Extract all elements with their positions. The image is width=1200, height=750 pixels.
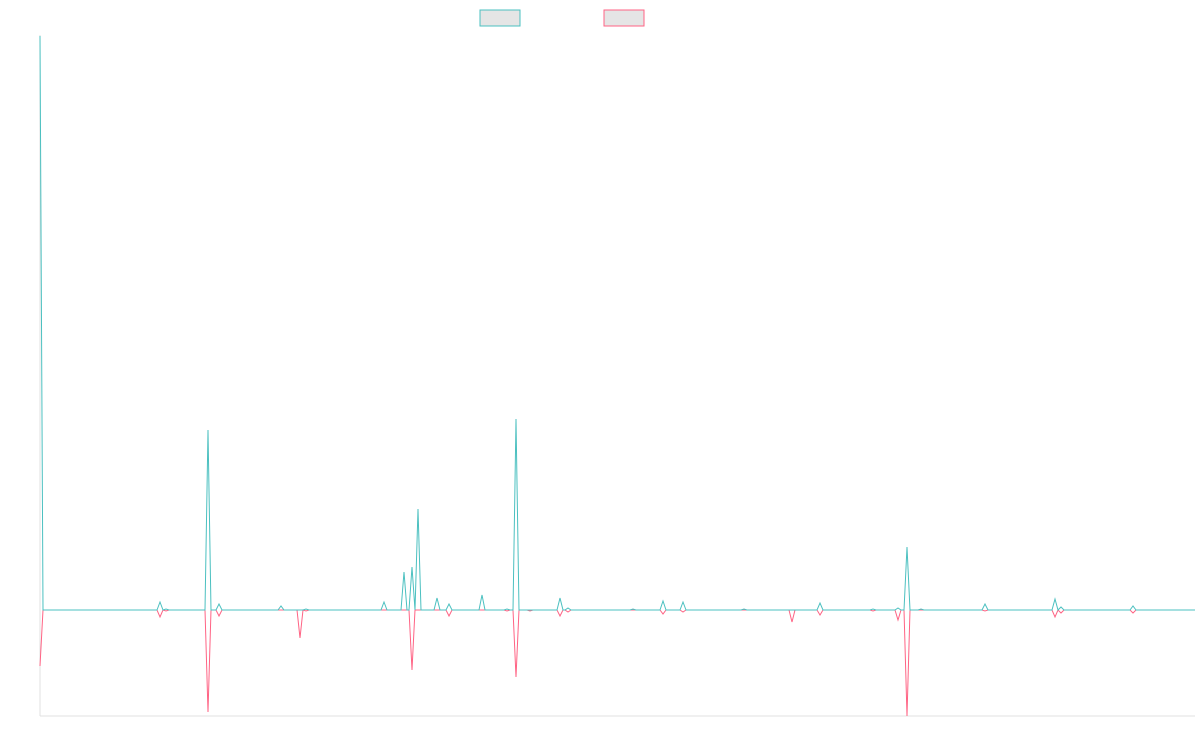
series-line [39,35,1195,611]
legend-swatch[interactable] [603,9,645,27]
legend-swatch[interactable] [479,9,521,27]
series-line [39,609,1195,717]
